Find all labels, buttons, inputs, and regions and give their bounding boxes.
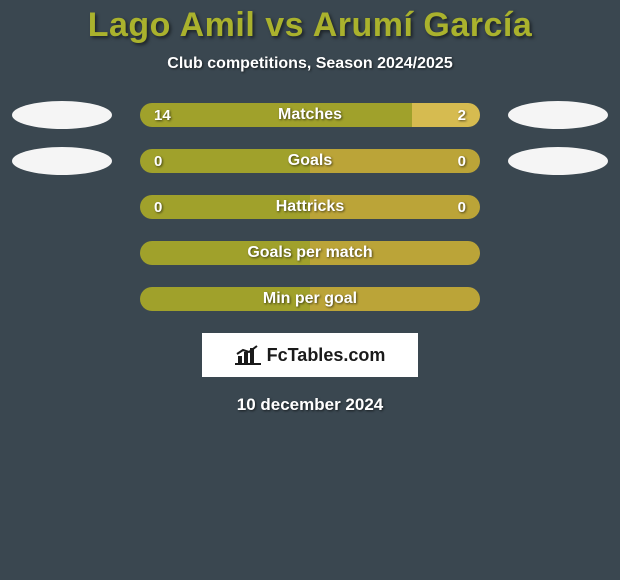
stat-row: 00Hattricks xyxy=(0,195,620,219)
stat-bar: 00Hattricks xyxy=(140,195,480,219)
left-value: 0 xyxy=(154,153,162,170)
bar-segment-right xyxy=(310,241,480,265)
right-value: 0 xyxy=(458,153,466,170)
stat-row: Goals per match xyxy=(0,241,620,265)
stat-bar: Goals per match xyxy=(140,241,480,265)
bar-segment-right: 0 xyxy=(310,195,480,219)
player-left-ellipse xyxy=(12,147,112,175)
player-right-ellipse xyxy=(508,147,608,175)
right-value: 0 xyxy=(458,199,466,216)
page-title: Lago Amil vs Arumí García xyxy=(0,6,620,45)
date-text: 10 december 2024 xyxy=(0,395,620,415)
player-right-ellipse xyxy=(508,101,608,129)
comparison-infographic: Lago Amil vs Arumí García Club competiti… xyxy=(0,0,620,415)
stat-row: 00Goals xyxy=(0,149,620,173)
stat-bar: 142Matches xyxy=(140,103,480,127)
logo-text: FcTables.com xyxy=(267,345,386,366)
bar-segment-right: 2 xyxy=(412,103,480,127)
logo-inner: FcTables.com xyxy=(235,344,386,366)
bars-host: 142Matches00Goals00HattricksGoals per ma… xyxy=(0,103,620,311)
player-left-ellipse xyxy=(12,101,112,129)
bar-segment-right: 0 xyxy=(310,149,480,173)
bar-segment-left: 0 xyxy=(140,149,310,173)
bar-segment-left: 0 xyxy=(140,195,310,219)
stat-bar: Min per goal xyxy=(140,287,480,311)
stat-bar: 00Goals xyxy=(140,149,480,173)
stat-row: 142Matches xyxy=(0,103,620,127)
stat-row: Min per goal xyxy=(0,287,620,311)
bar-segment-left: 14 xyxy=(140,103,412,127)
source-logo: FcTables.com xyxy=(202,333,418,377)
chart-icon xyxy=(235,344,261,366)
left-value: 14 xyxy=(154,107,171,124)
left-value: 0 xyxy=(154,199,162,216)
bar-segment-right xyxy=(310,287,480,311)
subtitle: Club competitions, Season 2024/2025 xyxy=(0,55,620,73)
bar-segment-left xyxy=(140,287,310,311)
bar-segment-left xyxy=(140,241,310,265)
right-value: 2 xyxy=(458,107,466,124)
